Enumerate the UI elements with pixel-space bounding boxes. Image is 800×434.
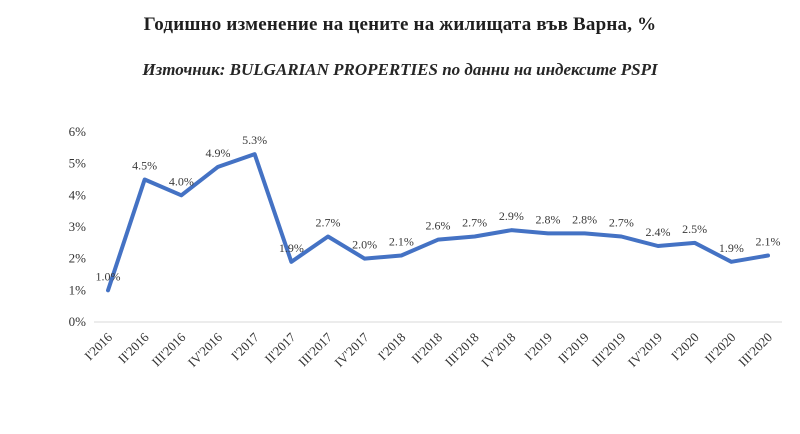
x-tick-label: IV'2017 <box>331 329 372 370</box>
data-label: 2.6% <box>426 219 451 233</box>
x-tick-label: III'2018 <box>442 330 482 370</box>
data-label: 2.7% <box>609 216 634 230</box>
data-label: 4.0% <box>169 174 194 188</box>
data-label: 2.8% <box>536 212 561 226</box>
data-label: 2.7% <box>316 216 341 230</box>
x-tick-label: IV'2018 <box>478 330 518 370</box>
x-tick-label: II'2020 <box>702 330 739 367</box>
x-tick-label: I'2018 <box>375 330 409 364</box>
x-tick-label: III'2019 <box>589 330 629 370</box>
data-label: 4.5% <box>132 159 157 173</box>
x-tick-label: II'2019 <box>555 330 592 367</box>
data-label: 2.8% <box>572 212 597 226</box>
data-label: 2.1% <box>756 235 781 249</box>
x-tick-label: II'2016 <box>115 329 152 366</box>
y-tick-label: 1% <box>69 282 87 297</box>
data-label: 2.5% <box>682 222 707 236</box>
x-tick-label: IV'2016 <box>185 329 226 370</box>
x-tick-label: II'2018 <box>408 330 445 367</box>
chart-page: Годишно изменение на цените на жилищата … <box>0 14 800 434</box>
y-tick-label: 3% <box>69 219 87 234</box>
data-label: 1.0% <box>96 269 121 283</box>
data-label: 2.1% <box>389 235 414 249</box>
line-chart: 0% 1% 2% 3% 4% 5% 6% 1.0% 4.5% 4.0% 4.9% 5.3% 1.9% 2.… <box>0 84 800 414</box>
data-label: 2.0% <box>352 238 377 252</box>
x-tick-label: I'2020 <box>668 330 702 364</box>
chart-title: Годишно изменение на цените на жилищата … <box>143 14 657 35</box>
x-tick-label: III'2020 <box>735 330 775 370</box>
x-tick-label: III'2016 <box>149 329 189 369</box>
x-tick-label: I'2019 <box>521 330 555 364</box>
y-tick-label: 4% <box>69 187 87 202</box>
y-tick-label: 0% <box>69 314 87 329</box>
y-tick-label: 6% <box>69 124 87 139</box>
chart-canvas: 0% 1% 2% 3% 4% 5% 6% 1.0% 4.5% 4.0% 4.9% 5.3% 1.9% 2.… <box>69 124 782 370</box>
x-tick-label: IV'2019 <box>625 330 665 370</box>
x-tick-label: I'2016 <box>81 329 115 363</box>
data-label: 2.4% <box>646 225 671 239</box>
x-tick-label: III'2017 <box>295 329 335 369</box>
data-label: 2.7% <box>462 216 487 230</box>
y-tick-label: 2% <box>69 251 87 266</box>
data-label: 4.9% <box>206 146 231 160</box>
data-label: 1.9% <box>279 241 304 255</box>
x-tick-label: I'2017 <box>228 329 262 363</box>
x-tick-label: II'2017 <box>262 329 299 366</box>
data-label: 2.9% <box>499 209 524 223</box>
data-label: 1.9% <box>719 241 744 255</box>
data-label: 5.3% <box>242 133 267 147</box>
y-tick-label: 5% <box>69 156 87 171</box>
chart-subtitle: Източник: BULGARIAN PROPERTIES по данни … <box>142 60 658 79</box>
data-line <box>106 152 770 293</box>
